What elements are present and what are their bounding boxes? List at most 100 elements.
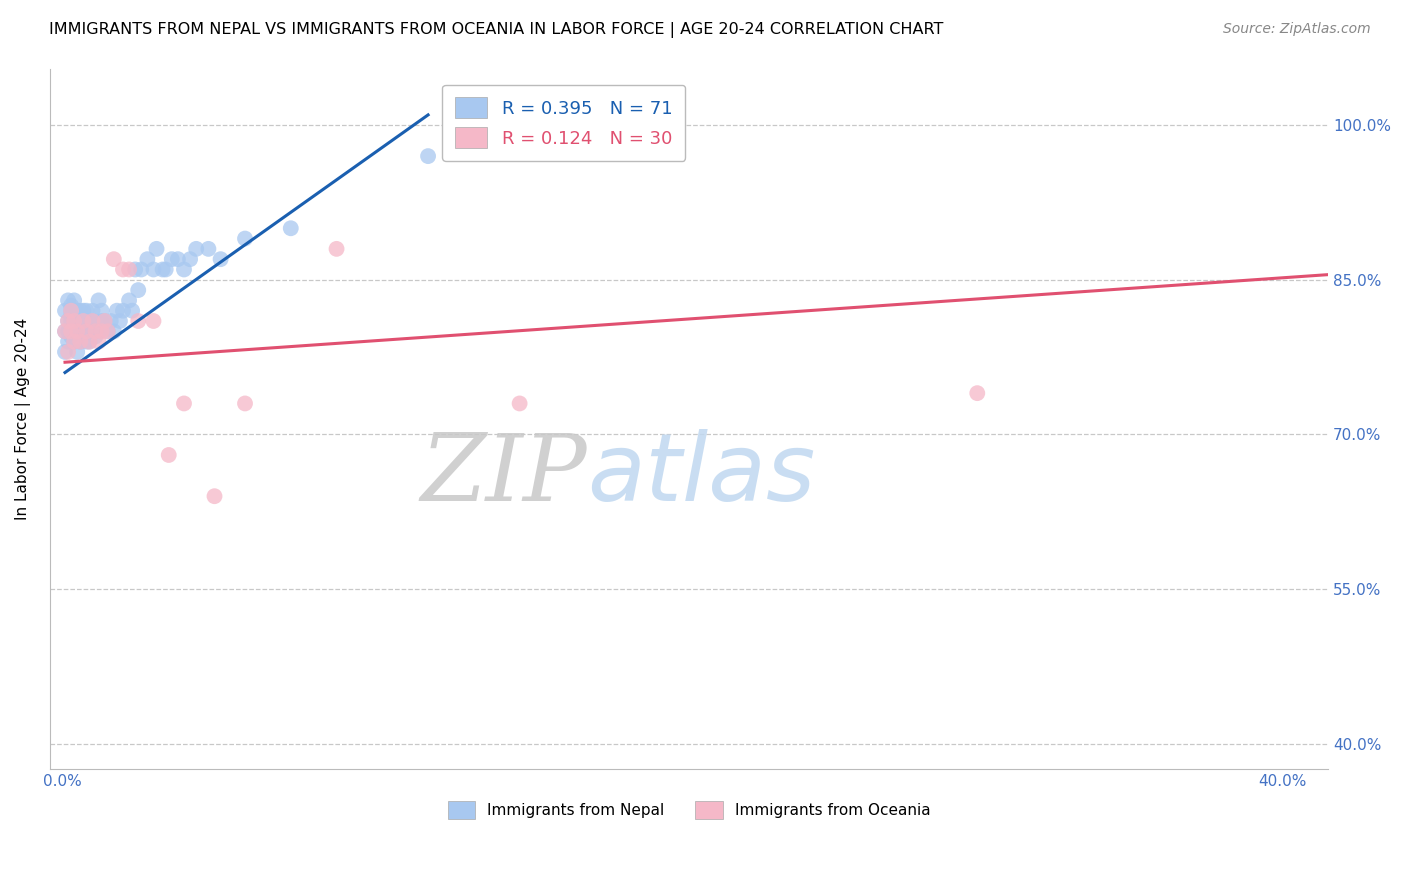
Point: [87, 334, 110, 349]
Point: [66, 345, 89, 359]
Point: [509, 396, 531, 410]
Point: [56, 324, 79, 338]
Point: [56, 314, 79, 328]
Text: atlas: atlas: [586, 429, 815, 520]
Point: [209, 252, 232, 267]
Point: [72, 324, 94, 338]
Point: [69, 324, 91, 338]
Point: [97, 324, 120, 338]
Point: [127, 283, 149, 297]
Point: [66, 324, 89, 338]
Point: [69, 303, 91, 318]
Point: [179, 252, 201, 267]
Point: [60, 309, 83, 323]
Point: [69, 334, 91, 349]
Point: [63, 314, 86, 328]
Point: [56, 334, 79, 349]
Point: [82, 314, 104, 328]
Point: [233, 396, 256, 410]
Point: [60, 303, 83, 318]
Point: [56, 314, 79, 328]
Point: [60, 324, 83, 338]
Point: [56, 345, 79, 359]
Point: [136, 252, 159, 267]
Point: [79, 314, 101, 328]
Point: [93, 314, 115, 328]
Point: [124, 262, 146, 277]
Point: [60, 299, 83, 313]
Point: [75, 324, 97, 338]
Point: [90, 324, 112, 338]
Point: [127, 314, 149, 328]
Point: [966, 386, 988, 401]
Point: [79, 334, 101, 349]
Point: [75, 303, 97, 318]
Point: [173, 396, 195, 410]
Point: [108, 314, 131, 328]
Point: [100, 314, 122, 328]
Point: [82, 314, 104, 328]
Point: [63, 324, 86, 338]
Point: [63, 334, 86, 349]
Point: [280, 221, 302, 235]
Point: [79, 324, 101, 338]
Point: [63, 293, 86, 308]
Point: [72, 303, 94, 318]
Point: [97, 324, 120, 338]
Point: [197, 242, 219, 256]
Point: [69, 334, 91, 349]
Point: [53, 324, 76, 338]
Point: [129, 262, 152, 277]
Point: [142, 314, 165, 328]
Text: ZIP: ZIP: [420, 430, 586, 520]
Point: [66, 324, 89, 338]
Point: [111, 303, 134, 318]
Point: [152, 262, 174, 277]
Point: [103, 324, 125, 338]
Point: [56, 293, 79, 308]
Point: [118, 262, 141, 277]
Point: [63, 303, 86, 318]
Point: [60, 314, 83, 328]
Point: [60, 329, 83, 343]
Point: [160, 252, 183, 267]
Point: [157, 448, 180, 462]
Point: [167, 252, 190, 267]
Point: [82, 324, 104, 338]
Point: [79, 334, 101, 349]
Point: [84, 329, 107, 343]
Y-axis label: In Labor Force | Age 20-24: In Labor Force | Age 20-24: [15, 318, 31, 520]
Point: [90, 303, 112, 318]
Point: [416, 149, 439, 163]
Point: [93, 314, 115, 328]
Point: [325, 242, 347, 256]
Point: [82, 303, 104, 318]
Point: [155, 262, 177, 277]
Point: [72, 314, 94, 328]
Point: [103, 252, 125, 267]
Point: [63, 314, 86, 328]
Point: [75, 334, 97, 349]
Point: [233, 231, 256, 245]
Point: [87, 293, 110, 308]
Point: [66, 303, 89, 318]
Point: [66, 324, 89, 338]
Point: [75, 324, 97, 338]
Point: [53, 324, 76, 338]
Point: [186, 242, 208, 256]
Point: [204, 489, 226, 503]
Point: [63, 334, 86, 349]
Point: [53, 345, 76, 359]
Point: [60, 324, 83, 338]
Text: IMMIGRANTS FROM NEPAL VS IMMIGRANTS FROM OCEANIA IN LABOR FORCE | AGE 20-24 CORR: IMMIGRANTS FROM NEPAL VS IMMIGRANTS FROM…: [49, 22, 943, 38]
Point: [84, 324, 107, 338]
Point: [121, 303, 143, 318]
Point: [118, 293, 141, 308]
Point: [90, 314, 112, 328]
Point: [60, 303, 83, 318]
Point: [69, 314, 91, 328]
Point: [173, 262, 195, 277]
Point: [142, 262, 165, 277]
Legend: Immigrants from Nepal, Immigrants from Oceania: Immigrants from Nepal, Immigrants from O…: [441, 795, 936, 825]
Point: [53, 303, 76, 318]
